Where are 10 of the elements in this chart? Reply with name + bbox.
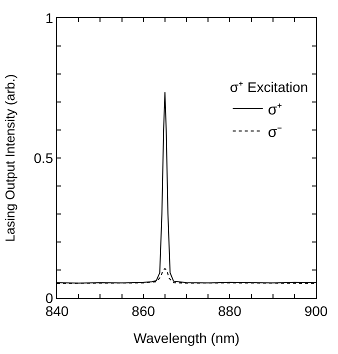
y-axis-title: Lasing Output Intensity (arb.) [2,74,18,242]
x-tick-label: 880 [218,302,242,319]
x-tick-label: 860 [132,302,156,319]
y-tick-label: 1 [45,10,54,26]
y-tick-label: 0.5 [34,150,54,166]
x-tick-label: 900 [304,302,328,319]
x-axis-title: Wavelength (nm) [133,330,240,346]
legend-label: σ⁺ [268,101,282,118]
legend-title: σ⁺ Excitation [230,79,308,96]
legend-label: σ⁻ [268,124,282,141]
